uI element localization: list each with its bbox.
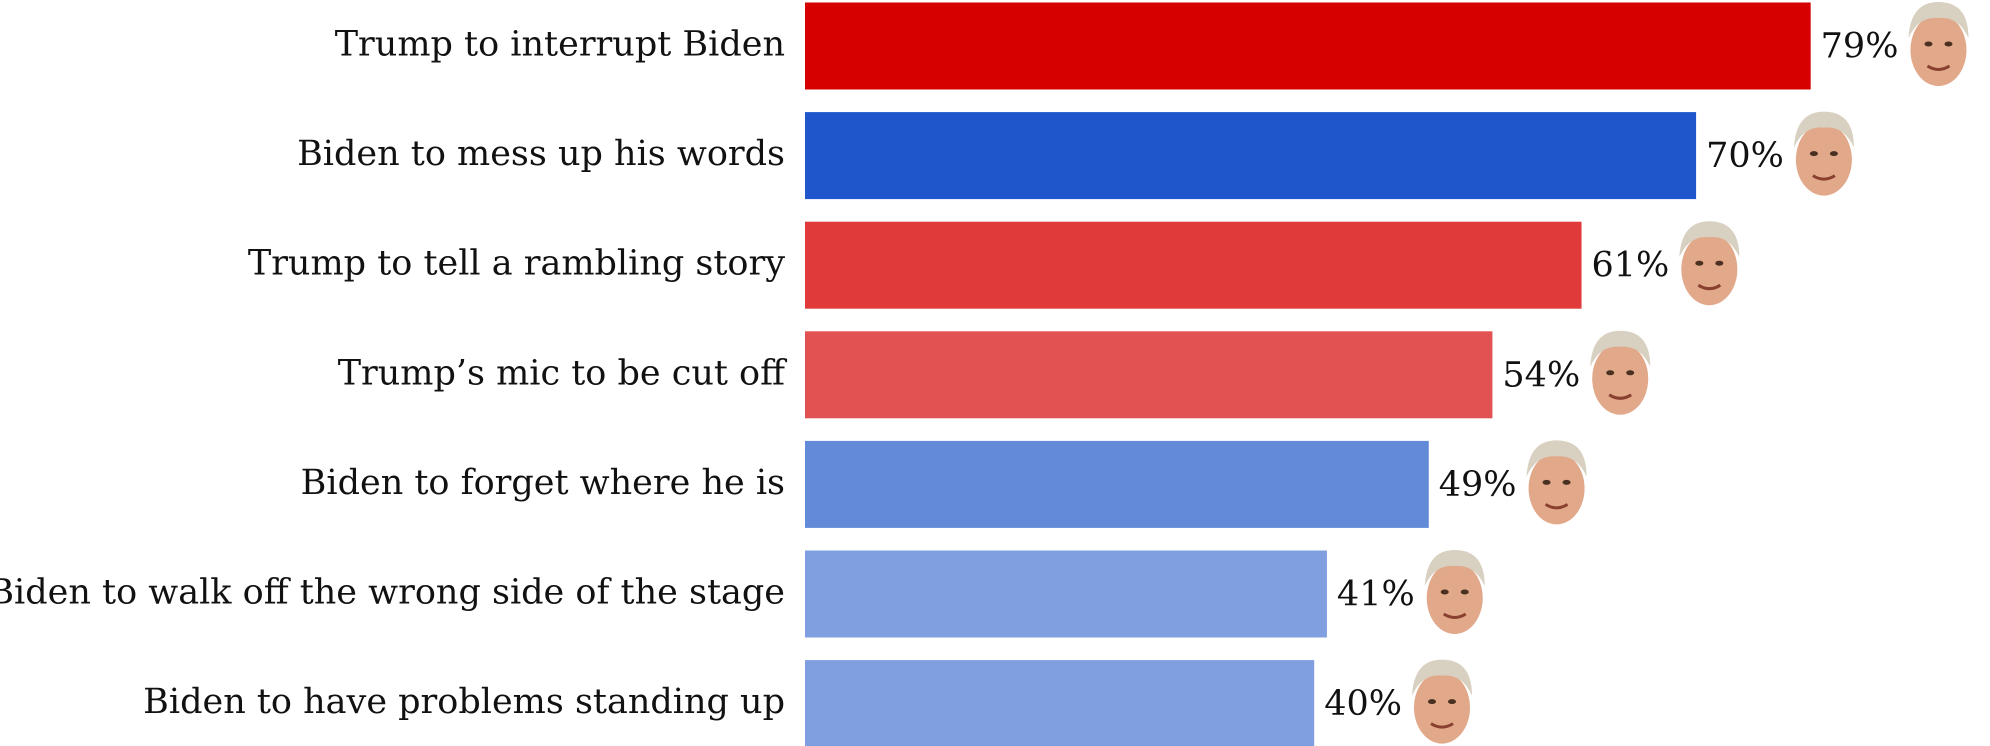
hair: [1793, 111, 1854, 148]
category-label: Trump to tell a rambling story: [248, 244, 785, 284]
face: [1910, 14, 1967, 86]
face-icon: [1908, 2, 1969, 86]
hair: [1679, 221, 1740, 258]
face-icon: [1411, 659, 1472, 744]
mouth: [1812, 174, 1836, 181]
value-label: 41%: [1337, 575, 1415, 615]
mouth: [1697, 283, 1722, 291]
bar: [805, 221, 1582, 309]
hair: [1908, 2, 1969, 38]
eye: [1715, 260, 1724, 266]
eye: [1447, 699, 1456, 705]
face-icon: [1590, 330, 1651, 415]
eye: [1924, 41, 1933, 47]
value-label: 40%: [1324, 684, 1402, 724]
category-label: Biden to walk off the wrong side of the …: [0, 573, 785, 613]
face: [1413, 671, 1470, 744]
value-label: 54%: [1502, 355, 1580, 395]
value-label: 70%: [1706, 136, 1784, 176]
hair: [1411, 659, 1472, 696]
face: [1681, 233, 1738, 306]
bar: [805, 660, 1315, 746]
eye: [1695, 260, 1704, 266]
hair: [1526, 440, 1587, 477]
category-label: Trump’s mic to be cut off: [338, 353, 787, 393]
eye: [1562, 479, 1571, 485]
eye: [1809, 151, 1818, 157]
eye: [1427, 699, 1436, 705]
category-label: Biden to mess up his words: [297, 134, 785, 174]
eye: [1460, 589, 1469, 595]
mouth: [1430, 722, 1454, 729]
bar: [805, 331, 1493, 419]
eye: [1606, 370, 1615, 376]
face: [1795, 123, 1852, 196]
face: [1426, 562, 1483, 634]
eye: [1944, 41, 1953, 47]
bar: [805, 2, 1811, 90]
value-label: 79%: [1821, 27, 1899, 67]
face: [1592, 342, 1649, 415]
face-icon: [1679, 221, 1740, 306]
bar: [805, 440, 1429, 528]
hair: [1590, 330, 1651, 367]
value-label: 61%: [1592, 246, 1670, 286]
hair: [1424, 550, 1485, 586]
eye: [1542, 479, 1551, 485]
eye: [1440, 589, 1449, 595]
eye: [1829, 151, 1838, 157]
category-label: Biden to have problems standing up: [143, 682, 785, 722]
category-label: Biden to forget where he is: [301, 463, 785, 503]
face-icon: [1526, 440, 1587, 525]
mouth: [1608, 393, 1633, 400]
mouth: [1926, 64, 1951, 71]
face: [1528, 452, 1585, 525]
mouth: [1442, 612, 1467, 619]
value-label: 49%: [1439, 465, 1517, 505]
mouth: [1544, 503, 1569, 510]
category-label: Trump to interrupt Biden: [335, 25, 785, 65]
face-icon: [1424, 550, 1485, 634]
bar: [805, 550, 1327, 638]
bar: [805, 112, 1697, 200]
eye: [1626, 370, 1635, 376]
face-icon: [1793, 111, 1854, 196]
